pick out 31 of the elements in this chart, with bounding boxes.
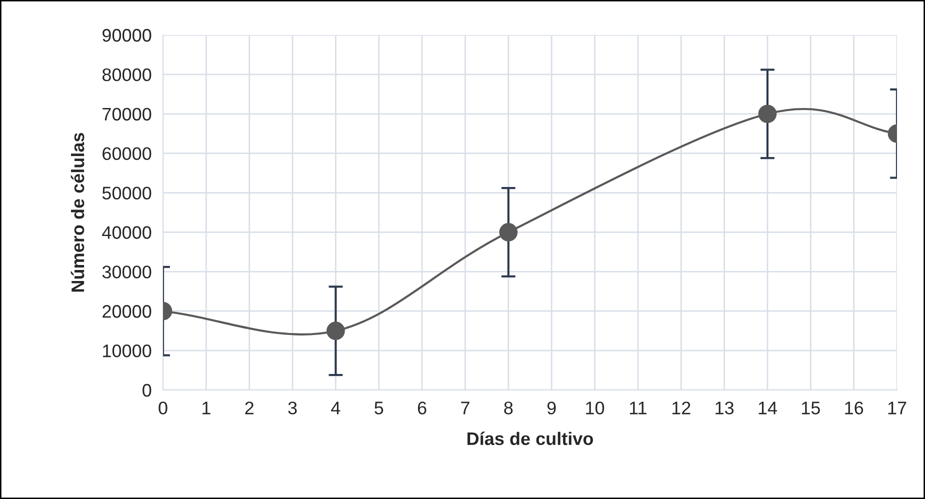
y-tick-label: 60000 (102, 147, 152, 160)
y-tick-label: 20000 (102, 305, 152, 318)
x-tick-label: 9 (547, 402, 556, 414)
y-axis-title: Número de células (70, 132, 84, 292)
y-tick-label: 0 (142, 384, 152, 397)
point (499, 223, 518, 242)
x-axis-title: Días de cultivo (468, 432, 594, 446)
x-tick-label: 14 (758, 402, 777, 414)
x-tick-label: 1 (202, 402, 210, 414)
x-tick-label: 6 (418, 402, 426, 414)
x-tick-label: 15 (802, 402, 820, 414)
y-tick-label: 10000 (103, 344, 152, 358)
x-tick-label: 2 (245, 402, 254, 414)
x-tick-label: 10 (586, 402, 604, 414)
x-tick-label: 16 (845, 402, 864, 414)
y-tick-label: 50000 (102, 186, 152, 200)
x-tick-label: 3 (288, 402, 297, 414)
y-tick-label: 40000 (102, 226, 152, 239)
y-tick-label: 30000 (102, 266, 152, 278)
y-tick-label: 90000 (102, 28, 152, 42)
x-tick-label: 7 (461, 402, 470, 414)
y-tick-label: 70000 (102, 108, 152, 121)
x-tick-label: 8 (504, 402, 513, 414)
x-tick-label: 0 (158, 402, 168, 414)
y-tick-label: 80000 (102, 68, 152, 82)
x-tick-label: 12 (672, 402, 690, 414)
x-tick-label: 4 (331, 402, 340, 414)
x-tick-label: 5 (374, 402, 384, 414)
x-tick-label: 11 (630, 402, 646, 414)
x-tick-label: 17 (888, 402, 906, 414)
x-tick-label: 13 (716, 402, 734, 414)
